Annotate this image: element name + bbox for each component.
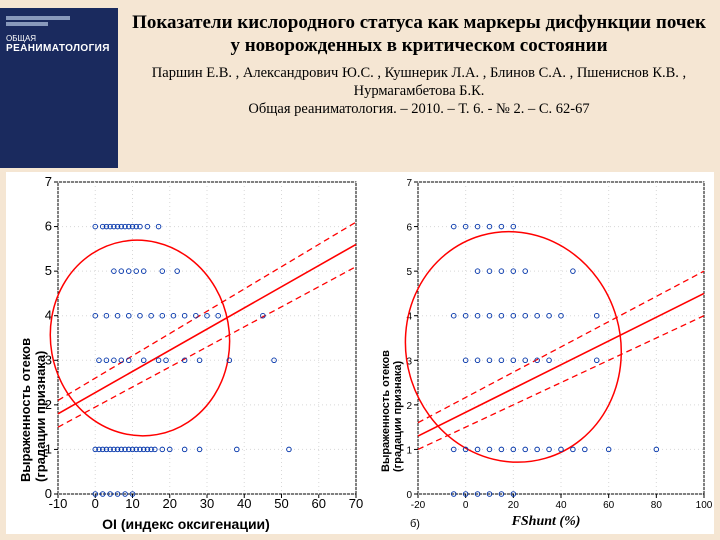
svg-text:0: 0 bbox=[92, 496, 99, 511]
svg-text:7: 7 bbox=[406, 178, 412, 189]
svg-text:1: 1 bbox=[45, 441, 52, 456]
chart-right-xlabel: FShunt (%) bbox=[366, 514, 720, 530]
svg-text:40: 40 bbox=[237, 496, 251, 511]
svg-text:0: 0 bbox=[463, 500, 469, 511]
svg-text:3: 3 bbox=[45, 352, 52, 367]
svg-text:80: 80 bbox=[651, 500, 663, 511]
slide: ОБЩАЯ РЕАНИМАТОЛОГИЯ Показатели кислород… bbox=[0, 0, 720, 540]
svg-text:5: 5 bbox=[406, 267, 412, 278]
svg-text:2: 2 bbox=[45, 397, 52, 412]
svg-text:10: 10 bbox=[125, 496, 139, 511]
svg-text:-20: -20 bbox=[411, 500, 426, 511]
chart-right: Выраженность отеков(градации признака) -… bbox=[366, 172, 714, 534]
svg-text:60: 60 bbox=[312, 496, 326, 511]
svg-text:7: 7 bbox=[45, 174, 52, 189]
chart-left: Выраженность отеков(градации признака) -… bbox=[6, 172, 366, 534]
svg-text:30: 30 bbox=[200, 496, 214, 511]
cover-title: ОБЩАЯ РЕАНИМАТОЛОГИЯ bbox=[6, 34, 112, 55]
svg-text:70: 70 bbox=[349, 496, 363, 511]
journal-cover: ОБЩАЯ РЕАНИМАТОЛОГИЯ bbox=[0, 8, 118, 168]
svg-text:2: 2 bbox=[406, 401, 412, 412]
slide-title: Показатели кислородного статуса как марк… bbox=[128, 12, 710, 58]
header: Показатели кислородного статуса как марк… bbox=[122, 8, 716, 168]
citation: Общая реаниматология. – 2010. – Т. 6. - … bbox=[128, 100, 710, 118]
svg-text:20: 20 bbox=[508, 500, 520, 511]
svg-text:1: 1 bbox=[406, 445, 412, 456]
svg-text:0: 0 bbox=[45, 486, 52, 501]
svg-text:6: 6 bbox=[45, 219, 52, 234]
svg-text:50: 50 bbox=[274, 496, 288, 511]
svg-text:6: 6 bbox=[406, 223, 412, 234]
chart-left-xlabel: OI (индекс оксигенации) bbox=[6, 516, 366, 532]
chart-row: Выраженность отеков(градации признака) -… bbox=[6, 172, 714, 534]
svg-text:5: 5 bbox=[45, 263, 52, 278]
svg-text:0: 0 bbox=[406, 490, 412, 501]
svg-text:60: 60 bbox=[603, 500, 615, 511]
svg-text:100: 100 bbox=[696, 500, 713, 511]
svg-text:40: 40 bbox=[555, 500, 567, 511]
authors: Паршин Е.В. , Александрович Ю.С. , Кушне… bbox=[128, 64, 710, 100]
svg-text:20: 20 bbox=[163, 496, 177, 511]
